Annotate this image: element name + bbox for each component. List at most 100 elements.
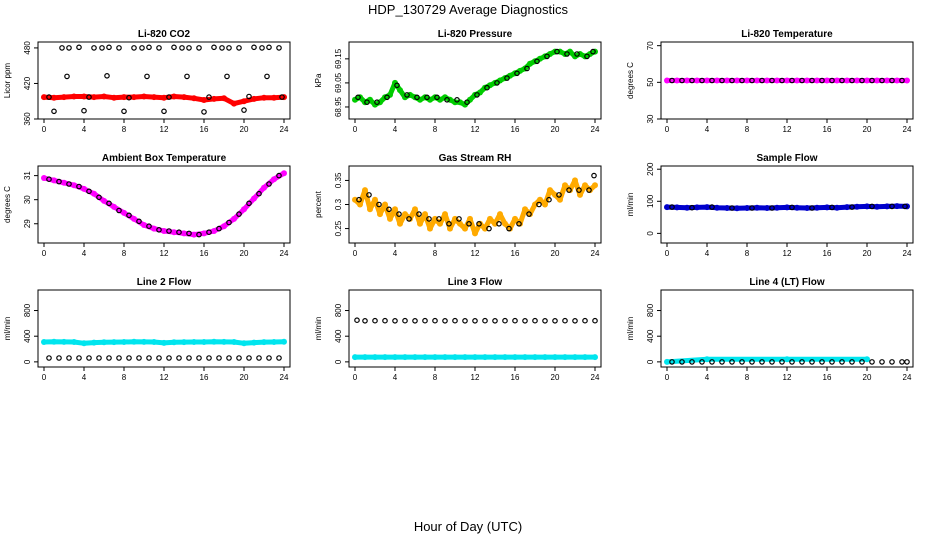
data-point — [362, 187, 368, 194]
data-point — [201, 230, 207, 237]
data-point — [211, 228, 217, 234]
data-point — [51, 338, 57, 345]
data-point — [564, 51, 570, 57]
data-point — [567, 187, 573, 194]
data-point — [442, 211, 448, 218]
data-point — [372, 196, 378, 203]
data-point — [59, 45, 65, 51]
y-tick-label: 200 — [646, 162, 655, 176]
data-point — [749, 359, 755, 365]
x-tick-label: 16 — [511, 249, 520, 258]
data-point — [784, 204, 790, 211]
x-tick-label: 24 — [591, 373, 600, 382]
data-point — [542, 317, 548, 324]
data-point — [809, 77, 815, 84]
data-point — [664, 204, 670, 211]
x-tick-label: 24 — [903, 373, 912, 382]
data-point — [452, 317, 458, 324]
data-point — [121, 108, 127, 115]
data-point — [96, 355, 102, 361]
x-tick-label: 20 — [240, 373, 249, 382]
data-point — [754, 77, 760, 84]
data-point — [699, 77, 705, 84]
data-point — [111, 203, 117, 210]
data-point — [452, 354, 458, 361]
data-point — [814, 77, 820, 84]
y-tick-label: 70 — [646, 41, 655, 50]
data-point — [590, 48, 596, 55]
x-tick-label: 0 — [665, 125, 670, 134]
x-tick-label: 12 — [160, 373, 169, 382]
data-point — [744, 77, 750, 84]
x-tick-label: 0 — [42, 373, 47, 382]
data-point — [889, 77, 895, 84]
data-point — [251, 339, 257, 346]
data-point — [432, 215, 438, 222]
series-2 — [669, 77, 905, 84]
x-tick-label: 12 — [160, 249, 169, 258]
data-point — [166, 94, 172, 100]
data-point — [271, 339, 277, 345]
x-tick-label: 24 — [591, 249, 600, 258]
plot-area — [664, 77, 910, 84]
data-point — [231, 215, 237, 222]
data-point — [516, 221, 522, 227]
data-point — [356, 196, 362, 203]
plot-frame — [660, 289, 914, 368]
data-point — [151, 225, 157, 232]
data-point — [884, 203, 890, 210]
panel-title: Line 3 Flow — [448, 277, 503, 288]
data-point — [261, 339, 267, 346]
data-point — [799, 359, 805, 365]
data-point — [176, 229, 182, 236]
data-point — [397, 87, 403, 94]
data-point — [151, 339, 157, 345]
data-point — [91, 190, 97, 197]
x-tick-label: 20 — [863, 249, 872, 258]
series-2 — [356, 172, 597, 232]
data-point — [221, 338, 227, 345]
data-point — [86, 94, 92, 100]
data-point — [276, 355, 282, 361]
data-point — [196, 45, 202, 51]
data-point — [512, 317, 518, 324]
data-point — [116, 207, 122, 214]
data-point — [151, 94, 157, 101]
data-point — [556, 192, 562, 198]
y-tick-label: 0 — [646, 359, 655, 364]
data-point — [749, 77, 755, 84]
data-point — [854, 203, 860, 210]
data-point — [191, 95, 197, 102]
x-tick-label: 24 — [280, 125, 289, 134]
data-point — [171, 339, 177, 346]
data-point — [106, 200, 112, 207]
x-tick-label: 8 — [745, 373, 750, 382]
data-point — [729, 359, 735, 365]
y-tick-label: 400 — [23, 329, 32, 343]
y-tick-label: 69.05 — [334, 72, 343, 93]
data-point — [744, 205, 750, 211]
data-point — [502, 220, 508, 227]
data-point — [256, 190, 262, 197]
x-tick-label: 20 — [551, 373, 560, 382]
data-point — [355, 94, 361, 101]
data-point — [484, 84, 490, 91]
data-point — [577, 191, 583, 198]
data-point — [542, 201, 548, 208]
data-point — [139, 45, 145, 51]
data-point — [394, 82, 400, 89]
series-2 — [669, 359, 910, 365]
data-point — [384, 94, 390, 101]
data-point — [64, 73, 70, 80]
data-point — [839, 359, 845, 365]
data-point — [679, 77, 685, 84]
y-tick-label: 400 — [646, 329, 655, 343]
data-point — [452, 215, 458, 222]
panel-title: Li-820 Temperature — [741, 29, 833, 40]
data-point — [161, 94, 167, 101]
data-point — [864, 356, 870, 363]
data-point — [116, 355, 122, 361]
data-point — [422, 317, 428, 324]
data-point — [106, 355, 112, 361]
